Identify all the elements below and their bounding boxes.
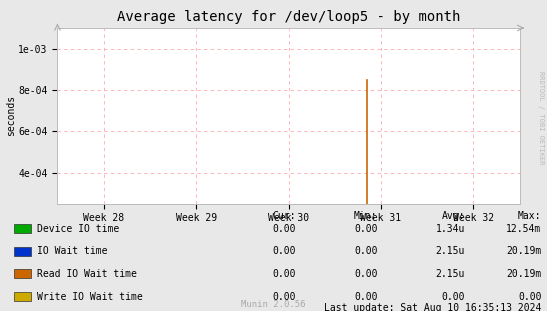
FancyBboxPatch shape [14,269,31,278]
Text: 0.00: 0.00 [518,291,542,302]
Text: 20.19m: 20.19m [507,246,542,257]
FancyBboxPatch shape [14,247,31,256]
Text: RRDTOOL / TOBI OETIKER: RRDTOOL / TOBI OETIKER [538,72,544,165]
Text: 0.00: 0.00 [272,269,295,279]
Text: 2.15u: 2.15u [435,246,465,257]
Text: Device IO time: Device IO time [37,224,119,234]
Text: Min:: Min: [354,211,377,221]
Text: 0.00: 0.00 [441,291,465,302]
FancyBboxPatch shape [14,224,31,233]
Text: 0.00: 0.00 [272,224,295,234]
Text: Read IO Wait time: Read IO Wait time [37,269,137,279]
Text: 0.00: 0.00 [354,246,377,257]
Text: 12.54m: 12.54m [507,224,542,234]
Text: Write IO Wait time: Write IO Wait time [37,291,143,302]
Y-axis label: seconds: seconds [5,95,15,137]
Text: Munin 2.0.56: Munin 2.0.56 [241,300,306,309]
Text: 0.00: 0.00 [354,224,377,234]
Text: 20.19m: 20.19m [507,269,542,279]
Text: Cur:: Cur: [272,211,295,221]
Text: 0.00: 0.00 [354,269,377,279]
Text: 2.15u: 2.15u [435,269,465,279]
Text: 0.00: 0.00 [272,246,295,257]
Text: Max:: Max: [518,211,542,221]
Text: 0.00: 0.00 [272,291,295,302]
Text: IO Wait time: IO Wait time [37,246,108,257]
Title: Average latency for /dev/loop5 - by month: Average latency for /dev/loop5 - by mont… [117,10,460,24]
Text: Last update: Sat Aug 10 16:35:13 2024: Last update: Sat Aug 10 16:35:13 2024 [324,303,542,311]
Text: Avg:: Avg: [441,211,465,221]
Text: 1.34u: 1.34u [435,224,465,234]
FancyBboxPatch shape [14,292,31,301]
Text: 0.00: 0.00 [354,291,377,302]
